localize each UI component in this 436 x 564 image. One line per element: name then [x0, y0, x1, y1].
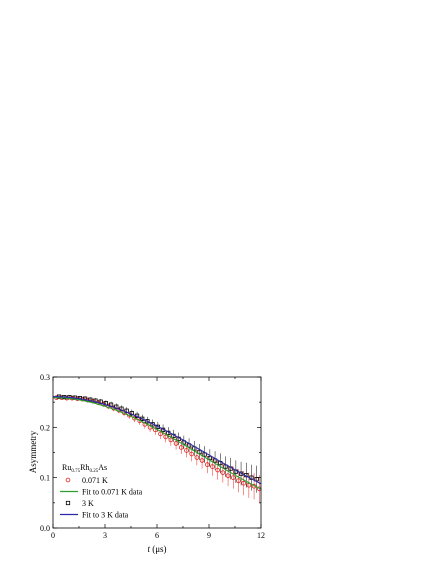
data-point	[140, 416, 145, 421]
data-point	[145, 419, 150, 424]
x-tick-label: 9	[207, 531, 211, 540]
ticks-layer: 0 3 6 9 12 0.0 0.1 0.2 0.3	[40, 373, 265, 540]
data-point	[158, 431, 163, 437]
legend-entry: Fit to 3 K data	[60, 511, 129, 520]
data-point	[225, 473, 231, 478]
legend-entry: Fit to 0.071 K data	[60, 488, 143, 497]
data-point	[178, 445, 184, 450]
sample-label: Ru0.75Rh0.25As	[62, 463, 107, 474]
legend-label: Fit to 3 K data	[82, 511, 129, 520]
y-tick-label: 0.3	[40, 373, 50, 382]
legend-label: 0.071 K	[82, 476, 108, 485]
legend-entry: 0.071 K	[65, 476, 108, 485]
data-point	[241, 480, 246, 486]
data-point	[230, 475, 236, 480]
x-axis-label: t (μs)	[147, 544, 166, 554]
data-point	[254, 477, 259, 482]
legend-label: Fit to 0.071 K data	[82, 488, 143, 497]
series-0-071-k	[54, 395, 262, 503]
data-point	[215, 467, 220, 473]
data-point	[199, 458, 205, 463]
series-fit-to-0-071-k-data	[53, 397, 262, 490]
legend-marker	[65, 477, 71, 483]
data-point	[82, 396, 88, 401]
y-axis-label: Asymmetry	[28, 430, 38, 473]
legend-label: 3 K	[82, 499, 94, 508]
x-tick-label: 12	[257, 531, 265, 540]
data-point	[184, 448, 189, 453]
legend-marker	[65, 500, 71, 506]
y-tick-label: 0.1	[40, 474, 50, 483]
legend-entry: 3 K	[65, 499, 94, 508]
y-tick-label: 0.0	[40, 524, 50, 533]
data-point	[88, 397, 93, 402]
data-point	[220, 470, 226, 475]
data-point	[236, 478, 241, 483]
data-point	[189, 451, 194, 457]
legend: 0.071 K Fit to 0.071 K data 3 K Fit to 3 K …	[60, 476, 143, 520]
x-tick-label: 3	[103, 531, 107, 540]
x-tick-label: 0	[51, 531, 55, 540]
data-point	[168, 437, 174, 443]
data-point	[194, 455, 200, 460]
x-tick-label: 6	[155, 531, 159, 540]
data-point	[163, 434, 168, 440]
series-layer	[53, 394, 262, 503]
series-fit-to-3-k-data	[53, 396, 262, 485]
data-point	[173, 441, 179, 446]
data-point	[204, 462, 210, 467]
y-tick-label: 0.2	[40, 423, 50, 432]
data-point	[210, 464, 215, 469]
